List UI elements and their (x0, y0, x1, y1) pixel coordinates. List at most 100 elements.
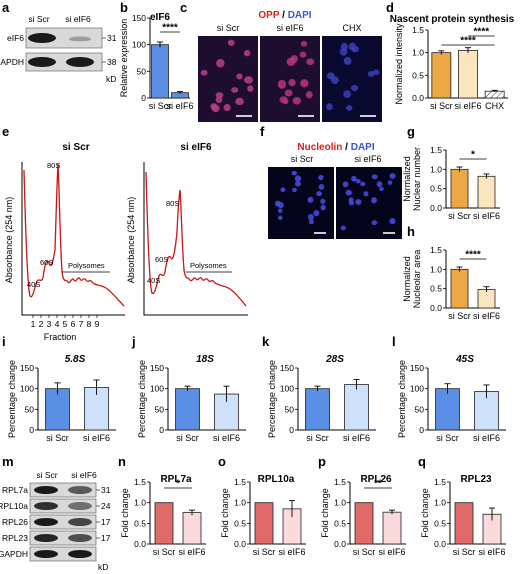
cell-nucleus (318, 174, 324, 181)
y-tick-label: 0.5 (234, 518, 246, 528)
cell-nucleus (282, 99, 289, 105)
y-axis-label: Fold change (120, 488, 130, 538)
bar-si-scr (45, 388, 70, 431)
y-tick-label: 150 (20, 363, 34, 373)
cell-nucleus (320, 204, 326, 211)
cell-nucleus (211, 104, 220, 113)
chart-title: 5.8S (65, 354, 86, 365)
y-tick-label: 0 (419, 425, 424, 435)
x-tick-label: si Scr (176, 433, 199, 443)
x-tick-label: si Scr (448, 311, 471, 321)
blot-band (68, 486, 92, 494)
cell-nucleus (305, 91, 313, 99)
stain-main: OPP (258, 10, 279, 21)
cell-nucleus (371, 174, 378, 180)
blot-band (68, 550, 92, 558)
micrograph-si-eif6 (336, 167, 402, 239)
y-tick-label: 1.0 (334, 498, 346, 508)
cell-nucleus (389, 217, 396, 225)
x-tick-label: si eIF6 (178, 547, 205, 557)
bar-si-scr (450, 268, 469, 309)
cell-nucleus (231, 87, 239, 93)
y-tick-label: 0.5 (412, 70, 424, 80)
cell-nucleus (373, 69, 380, 76)
cell-nucleus (223, 103, 231, 112)
cell-nucleus (355, 179, 361, 184)
y-axis-label: Absorbance (254 nm) (4, 197, 14, 284)
bar-si-scr (254, 502, 274, 545)
y-tick-label: 0.5 (434, 518, 446, 528)
cell-nucleus (330, 76, 339, 85)
chart-title: eIF6 (150, 12, 170, 23)
blot-band (68, 518, 92, 526)
y-tick-label: 1.0 (430, 164, 442, 174)
bar-si-scr (151, 44, 169, 99)
panel-label-h: h (407, 224, 415, 239)
y-tick-label: 1.0 (134, 498, 146, 508)
fraction-tick: 7 (79, 319, 84, 329)
absorbance-trace (23, 163, 125, 307)
y-tick-label: 150 (132, 13, 146, 23)
y-tick-label: 100 (410, 384, 424, 394)
panel-label-n: n (118, 454, 126, 469)
x-tick-label: si Scr (306, 433, 329, 443)
cell-nucleus (389, 173, 396, 179)
cell-nucleus (291, 170, 298, 176)
cell-nucleus (300, 40, 308, 47)
panel-label-j: j (131, 334, 136, 349)
bar-si-scr (435, 388, 460, 431)
bar-si-eif6 (344, 384, 369, 431)
stain-counter: DAPI (351, 142, 375, 153)
absorbance-trace (145, 171, 247, 307)
cell-nucleus (306, 58, 315, 66)
x-tick-label: si eIF6 (83, 433, 110, 443)
micrograph-panel-f: Nucleolin / DAPI si Scr si eIF6 (268, 142, 402, 239)
blot-band (28, 33, 56, 43)
cell-nucleus (292, 187, 297, 193)
y-tick-label: 1.0 (234, 498, 246, 508)
x-tick-label: si eIF6 (378, 547, 405, 557)
y-tick-label: 0.0 (430, 203, 442, 213)
x-tick-label: si Scr (153, 547, 176, 557)
bar-chx (484, 90, 505, 99)
polysomes-label: Polysomes (190, 261, 227, 270)
bar-chart-p: 0.0 0.5 1.0 1.5 Fold change RPL26 si Scr si eIF… (320, 474, 406, 557)
y-tick-label: 150 (150, 363, 164, 373)
y-axis-label: Fold change (320, 488, 330, 538)
chart-title: RPL10a (258, 474, 295, 485)
bar-si-scr (354, 502, 374, 545)
band-label-eif6: eIF6 (7, 33, 24, 43)
blot-band (34, 486, 58, 494)
cell-nucleus (363, 191, 369, 197)
chart-title: Nascent protein synthesis (390, 14, 515, 25)
cell-nucleus (280, 187, 286, 193)
cell-nucleus (367, 71, 375, 77)
panel-label-p: p (318, 454, 326, 469)
x-tick-label: si Scr (430, 101, 453, 111)
peak-label-40s: 40S (27, 280, 40, 289)
polysome-profile-2: si eIF6 Absorbance (254 nm) 40S 60S 80S … (126, 142, 248, 316)
blot-band (68, 502, 92, 510)
y-tick-label: 0 (29, 425, 34, 435)
significance-marker: ** (374, 479, 382, 490)
bar-si-eif6 (382, 511, 402, 545)
x-tick-label: si eIF6 (473, 433, 500, 443)
cell-nucleus (300, 79, 309, 88)
y-tick-label: 100 (150, 384, 164, 394)
y-tick-label: 1.0 (430, 264, 442, 274)
mw-marker: 31 (101, 485, 111, 495)
bar-si-eif6 (477, 289, 496, 309)
blot-band (69, 36, 91, 42)
cell-nucleus (307, 196, 314, 203)
cell-nucleus (379, 186, 384, 191)
bar-si-eif6 (477, 175, 496, 209)
mw-marker: 17 (101, 533, 111, 543)
cell-nucleus (243, 49, 251, 57)
cell-nucleus (387, 180, 393, 185)
significance-marker: **** (162, 23, 178, 34)
mw-marker: 24 (101, 501, 111, 511)
stain-separator: / (279, 10, 287, 21)
